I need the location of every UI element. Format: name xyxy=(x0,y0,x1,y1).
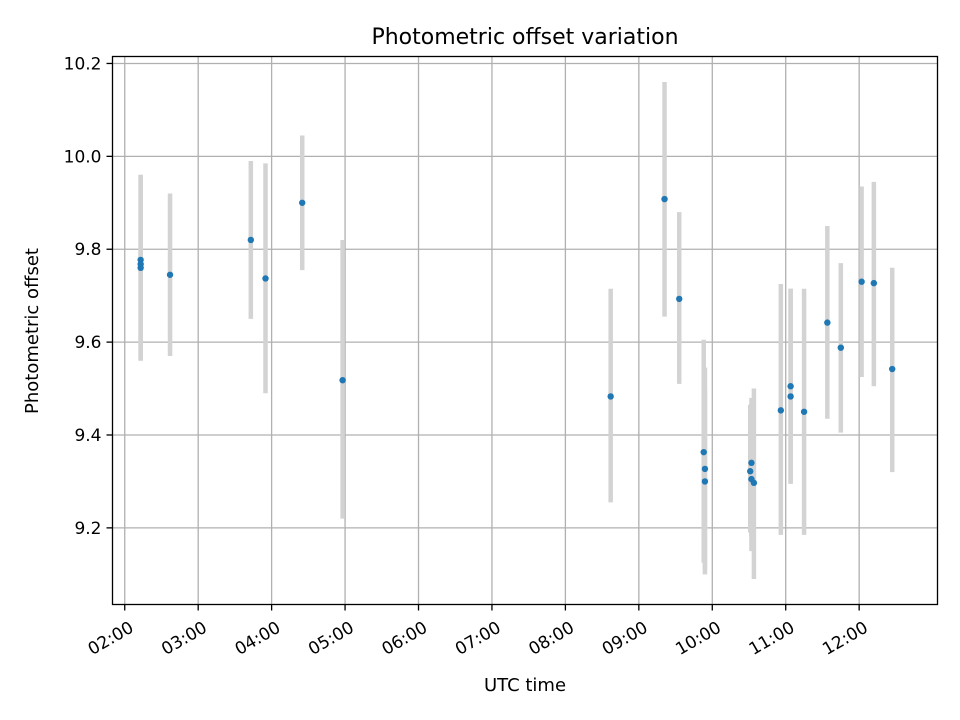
plot-frame xyxy=(111,55,939,606)
data-point xyxy=(137,264,144,272)
data-point xyxy=(747,468,754,475)
chart-title: Photometric offset variation xyxy=(371,25,678,50)
data-point xyxy=(299,199,306,206)
data-point xyxy=(262,275,269,282)
data-point xyxy=(661,195,668,203)
data-point xyxy=(837,344,845,351)
data-point xyxy=(339,376,346,384)
data-point xyxy=(701,465,709,473)
data-point xyxy=(607,393,614,400)
y-tick-label: 9.6 xyxy=(74,333,101,353)
data-point xyxy=(676,295,683,303)
data-point xyxy=(750,479,758,487)
data-point xyxy=(701,478,709,485)
y-tick-label: 10.0 xyxy=(64,147,102,167)
y-tick-label: 9.8 xyxy=(74,240,101,260)
data-point xyxy=(787,393,794,400)
grid-lines xyxy=(112,56,938,605)
data-point xyxy=(166,271,174,278)
y-axis-label: Photometric offset xyxy=(22,248,43,414)
data-point xyxy=(777,407,785,414)
data-point xyxy=(748,459,755,467)
data-point xyxy=(858,278,865,285)
data-point xyxy=(700,448,707,456)
y-tick-label: 10.2 xyxy=(64,54,102,74)
x-axis-label: UTC time xyxy=(484,675,566,696)
data-point xyxy=(800,408,808,415)
y-axis-ticks: 9.2 9.4 9.6 9.8 10.0 10.2 xyxy=(64,54,113,539)
data-point xyxy=(889,365,896,373)
data-points xyxy=(137,195,896,487)
y-tick-label: 9.2 xyxy=(74,519,101,539)
data-point xyxy=(787,383,794,390)
data-point xyxy=(247,236,255,244)
data-point xyxy=(870,279,878,287)
data-point xyxy=(824,319,831,326)
y-tick-label: 9.4 xyxy=(74,426,101,446)
